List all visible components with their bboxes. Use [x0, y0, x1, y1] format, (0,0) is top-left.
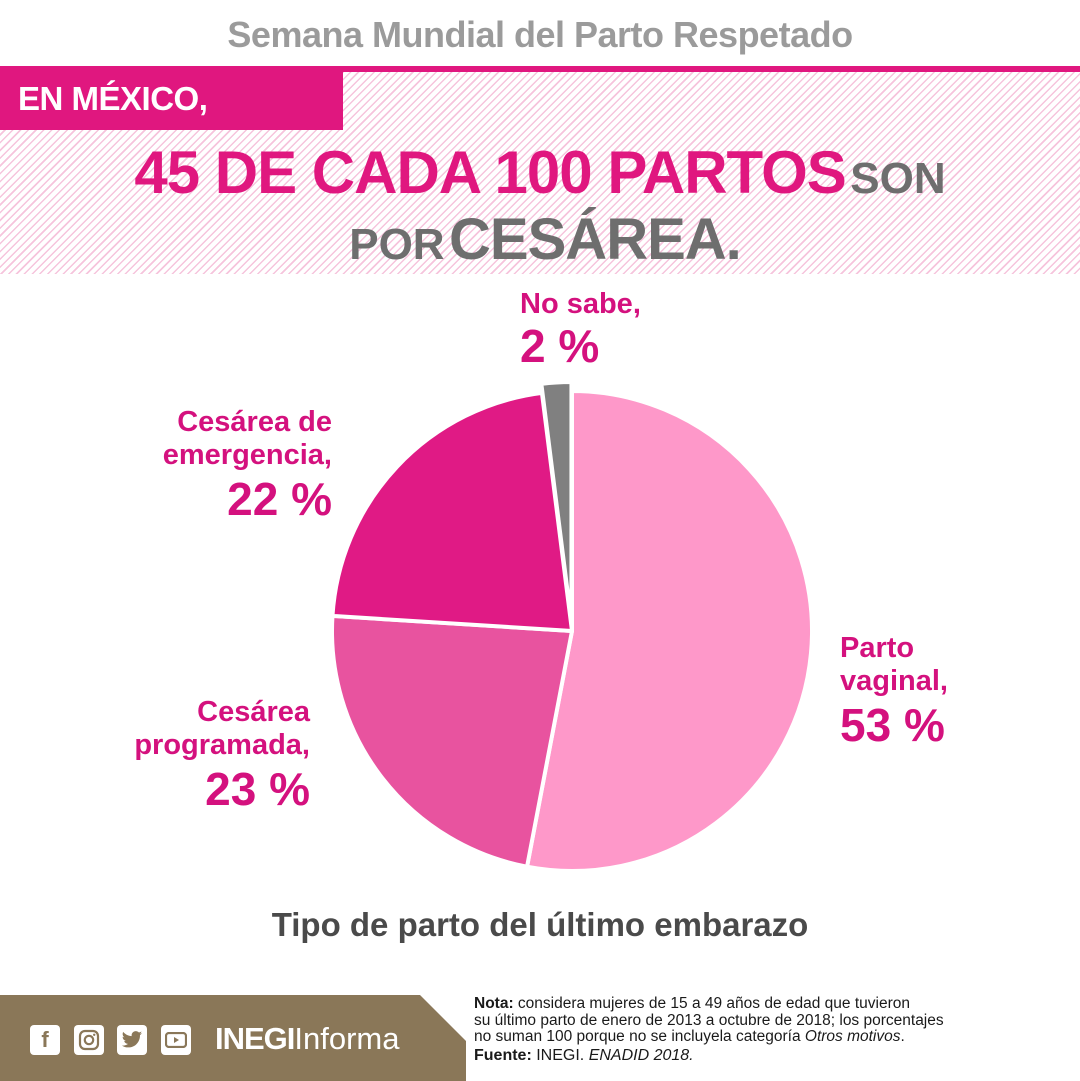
- note-line-3: no suman 100 porque no se incluyela cate…: [474, 1028, 1074, 1046]
- label-no-sabe-name: No sabe,: [520, 288, 641, 320]
- instagram-icon[interactable]: [74, 1025, 104, 1055]
- pie-slice-cesárea-de-emergencia: [330, 390, 574, 633]
- label-programada-line2: programada,: [134, 729, 310, 761]
- headline-por: POR: [349, 220, 445, 269]
- headline-cesarea: CESÁREA.: [449, 207, 742, 272]
- source-label: Fuente:: [474, 1046, 532, 1064]
- pie-slice-no-sabe: [539, 380, 574, 625]
- headline-pink: 45 DE CADA 100 PARTOS: [134, 139, 846, 206]
- header-rule: [330, 66, 1080, 72]
- label-no-sabe-pct: 2 %: [520, 320, 600, 372]
- label-emergencia-line1: Cesárea de: [177, 406, 332, 438]
- source-italic: ENADID 2018.: [588, 1046, 694, 1064]
- label-emergencia: Cesárea de emergencia, 22 %: [162, 406, 332, 525]
- note-line-2: su último parto de enero de 2013 a octub…: [474, 1011, 944, 1029]
- brand-bold: INEGI: [215, 1021, 295, 1056]
- page-title: Semana Mundial del Parto Respetado: [227, 14, 853, 55]
- headline-line-2: POR CESÁREA.: [0, 206, 1080, 273]
- note-text-1: considera mujeres de 15 a 49 años de eda…: [513, 995, 910, 1012]
- label-no-sabe: No sabe, 2 %: [520, 288, 641, 372]
- chart-title: Tipo de parto del último embarazo: [271, 906, 809, 943]
- label-vaginal-pct: 53 %: [840, 699, 945, 751]
- twitter-icon[interactable]: [117, 1025, 147, 1055]
- label-emergencia-line2: emergencia,: [162, 439, 332, 471]
- headline-line-1: 45 DE CADA 100 PARTOS SON: [0, 138, 1080, 207]
- footer-band: [0, 995, 466, 1081]
- facebook-icon[interactable]: f: [30, 1025, 60, 1055]
- headline-son: SON: [850, 154, 946, 203]
- source-line: Fuente: INEGI. ENADID 2018.: [474, 1046, 1074, 1065]
- note-line-1: Nota: considera mujeres de 15 a 49 años …: [474, 995, 1074, 1013]
- label-vaginal-line1: Parto: [840, 632, 915, 664]
- pie-slice-cesárea-programada: [330, 613, 574, 869]
- footnote: Nota: considera mujeres de 15 a 49 años …: [474, 995, 1074, 1065]
- note-text-3-end: .: [900, 1028, 905, 1045]
- note-label: Nota:: [474, 995, 514, 1012]
- label-programada-line1: Cesárea: [197, 696, 310, 728]
- label-emergencia-pct: 22 %: [227, 473, 332, 525]
- pie-slice-parto-vaginal: [525, 389, 814, 873]
- label-vaginal: Parto vaginal, 53 %: [840, 632, 948, 751]
- kicker-text: EN MÉXICO,: [18, 80, 208, 117]
- kicker-box: [0, 66, 343, 130]
- label-vaginal-line2: vaginal,: [840, 665, 948, 697]
- youtube-icon[interactable]: [161, 1025, 191, 1055]
- inegi-informa-logo[interactable]: INEGIInforma: [215, 1021, 400, 1057]
- label-programada: Cesárea programada, 23 %: [134, 696, 310, 815]
- note-text-3: no suman 100 porque no se incluyela cate…: [474, 1028, 805, 1045]
- note-text-3-italic: Otros motivos: [804, 1028, 901, 1045]
- source-text: INEGI.: [531, 1046, 589, 1064]
- brand-light: Informa: [294, 1021, 400, 1056]
- label-programada-pct: 23 %: [205, 763, 310, 815]
